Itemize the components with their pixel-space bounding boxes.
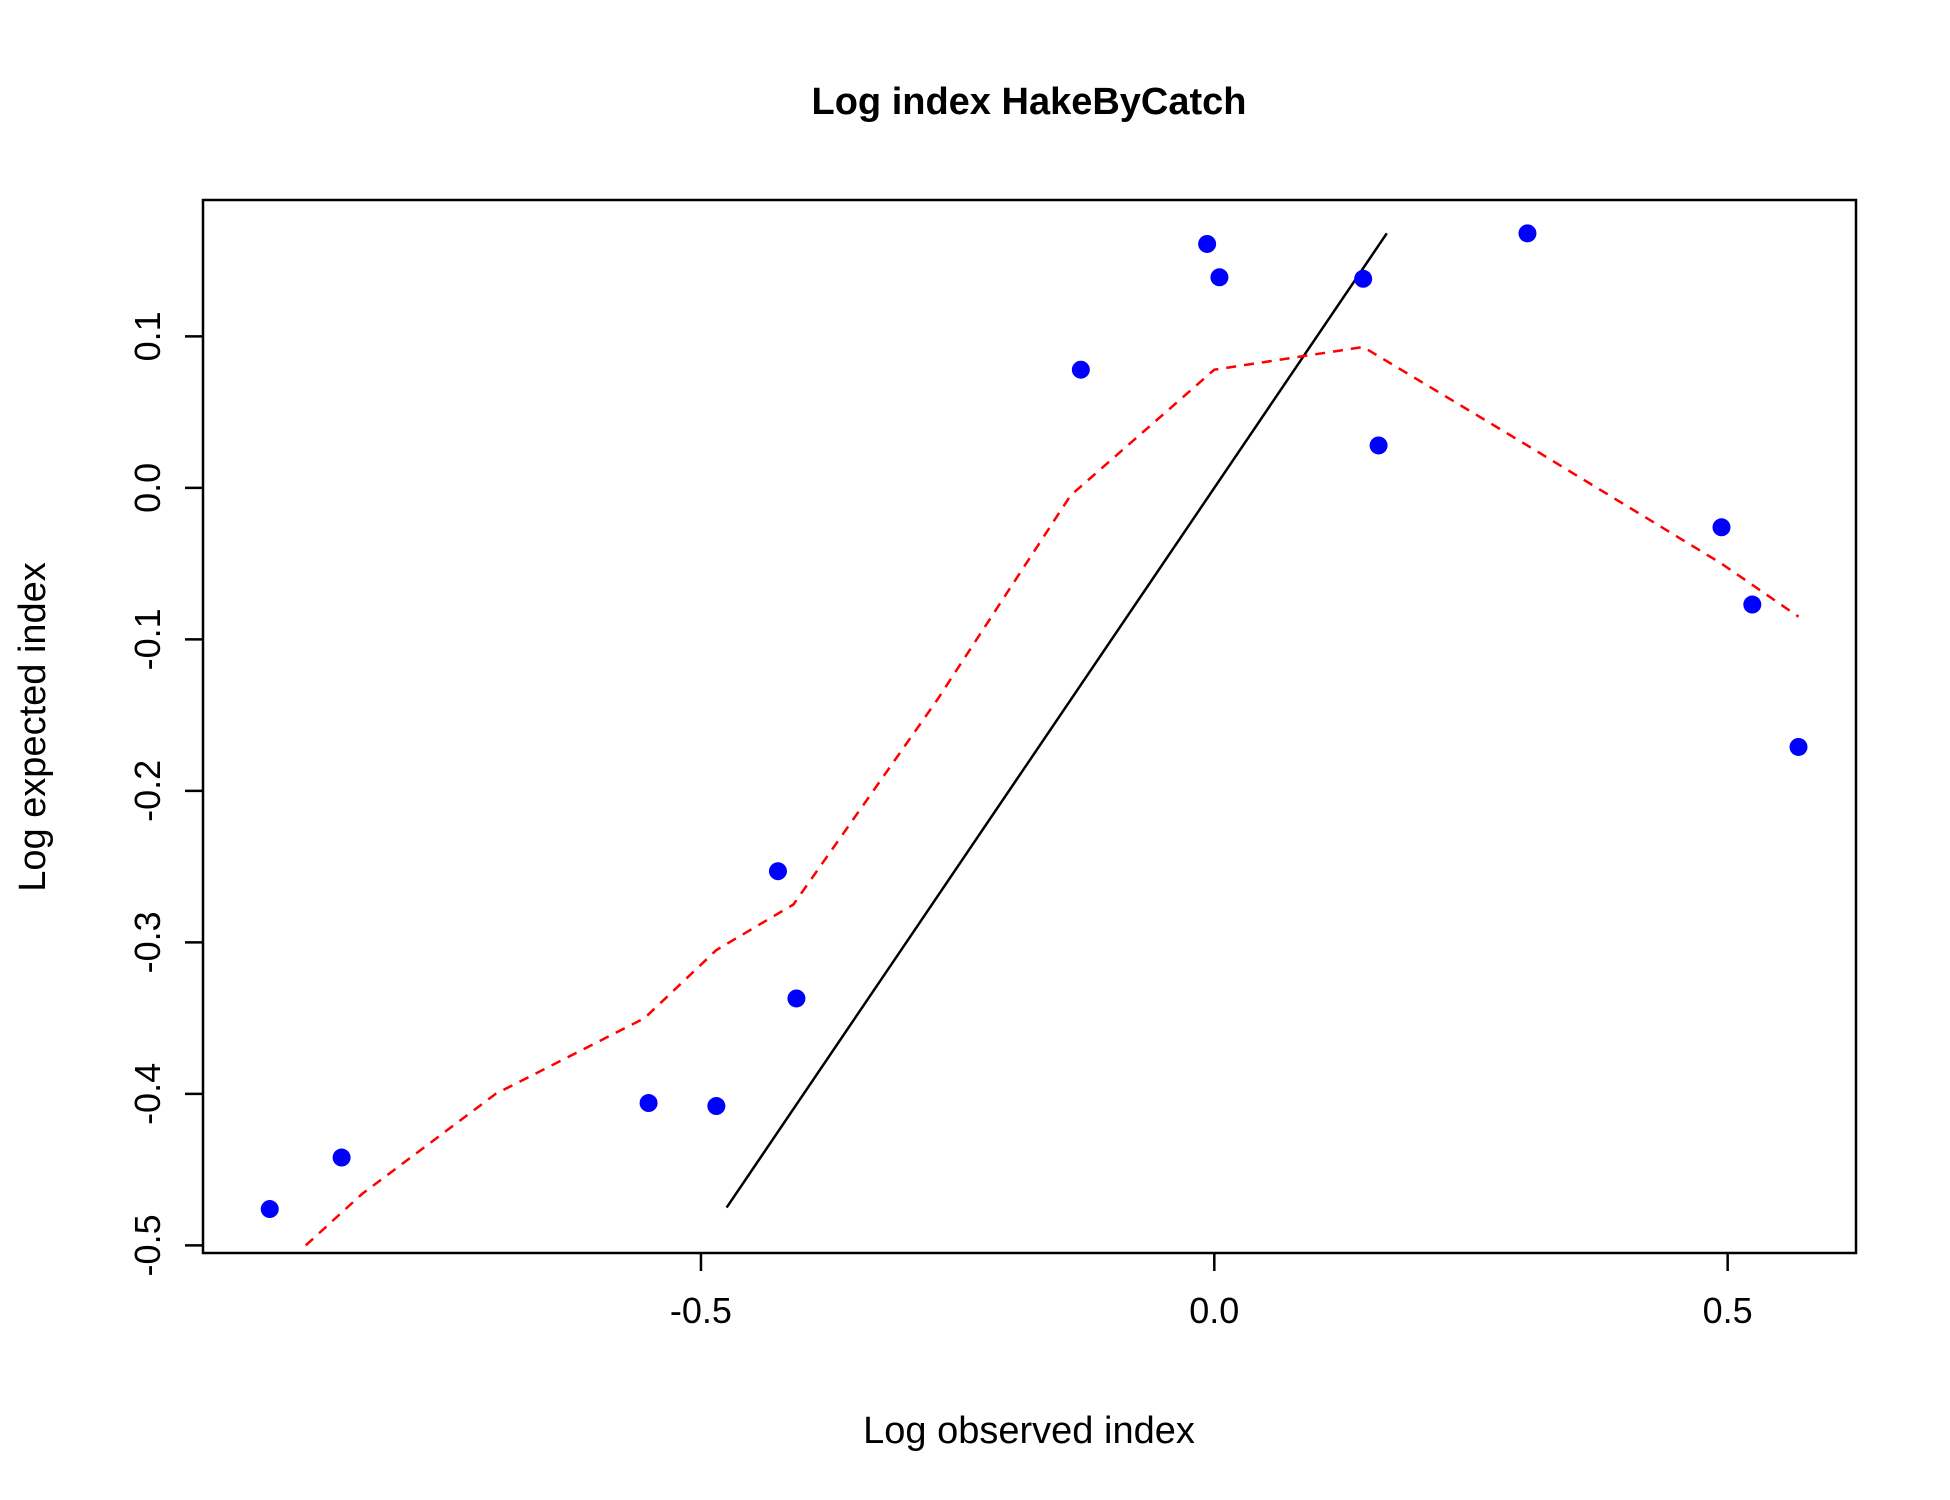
x-tick-label: 0.5 (1703, 1290, 1753, 1331)
data-point (332, 1148, 351, 1167)
x-axis: -0.5 0.0 0.5 (670, 1253, 1753, 1331)
plot-frame (201, 198, 1858, 1255)
data-point (1518, 224, 1537, 243)
data-point (787, 989, 806, 1008)
y-tick-label: -0.1 (127, 608, 168, 670)
data-point (1210, 268, 1229, 287)
data-point (1354, 269, 1373, 288)
data-point (1789, 737, 1808, 756)
x-tick-label: 0.0 (1189, 1290, 1239, 1331)
y-tick-label: -0.2 (127, 760, 168, 822)
y-tick-label: -0.3 (127, 911, 168, 973)
chart-title: Log index HakeByCatch (812, 81, 1247, 123)
y-tick-label: 0.1 (127, 311, 168, 361)
smooth-line (304, 345, 1800, 1247)
data-point (639, 1094, 658, 1113)
x-axis-label: Log observed index (863, 1410, 1195, 1452)
data-point (1369, 436, 1388, 455)
data-point (1743, 595, 1762, 614)
y-tick-label: 0.0 (127, 463, 168, 513)
x-tick-label: -0.5 (670, 1290, 732, 1331)
data-point (707, 1097, 726, 1116)
reference-line (725, 232, 1388, 1209)
points-layer (260, 224, 1808, 1219)
data-point (260, 1200, 279, 1219)
smooth-line-layer (304, 345, 1800, 1247)
y-axis: -0.5 -0.4 -0.3 -0.2 -0.1 0.0 0.1 (127, 311, 203, 1276)
data-point (1071, 360, 1090, 379)
y-tick-label: -0.5 (127, 1214, 168, 1276)
reference-line-layer (725, 232, 1388, 1209)
data-point (1712, 518, 1731, 537)
data-point (768, 862, 787, 881)
y-tick-label: -0.4 (127, 1063, 168, 1125)
data-point (1198, 234, 1217, 253)
y-axis-label: Log expected index (12, 562, 54, 892)
